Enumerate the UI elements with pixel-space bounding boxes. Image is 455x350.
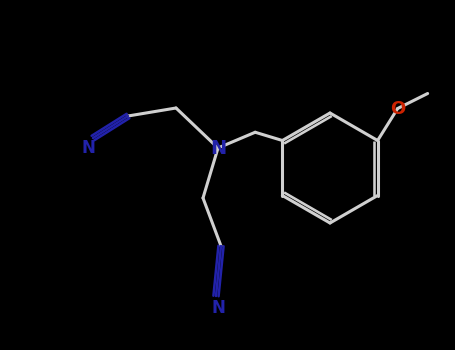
- Text: O: O: [390, 99, 405, 118]
- Text: N: N: [81, 139, 95, 157]
- Text: N: N: [210, 139, 226, 158]
- Text: N: N: [211, 299, 225, 317]
